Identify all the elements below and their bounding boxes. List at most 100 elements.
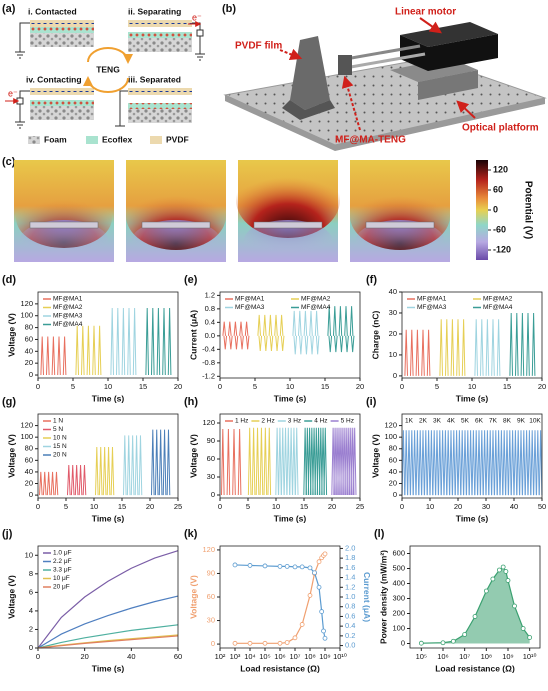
potential-maps bbox=[14, 160, 450, 262]
charges bbox=[128, 20, 192, 27]
pulse bbox=[305, 427, 310, 496]
x-tick-label: 20 bbox=[146, 502, 154, 511]
pulse bbox=[130, 435, 135, 496]
x-axis-label: Time (s) bbox=[92, 393, 125, 403]
plot-frame bbox=[219, 291, 361, 379]
pulse bbox=[491, 319, 495, 376]
legend-label: 5 N bbox=[53, 426, 63, 433]
pulse bbox=[445, 319, 449, 376]
y-tick-label: 20 bbox=[389, 329, 397, 338]
legend-label: 1 N bbox=[53, 418, 63, 425]
pulse bbox=[349, 306, 354, 336]
pulse bbox=[110, 447, 115, 496]
legend-label: 15 N bbox=[53, 443, 67, 450]
pulse bbox=[151, 429, 155, 496]
pulse bbox=[460, 430, 464, 496]
device bbox=[115, 88, 192, 127]
pulse bbox=[538, 430, 543, 496]
pulse bbox=[312, 427, 316, 496]
x-tick-label: 15 bbox=[321, 382, 329, 391]
pulse bbox=[82, 464, 87, 496]
pulse bbox=[167, 308, 172, 376]
pulse bbox=[415, 430, 420, 496]
pulse bbox=[222, 321, 226, 336]
y-tick-label: 10 bbox=[25, 550, 33, 559]
y-tick-label: 0 bbox=[393, 490, 397, 499]
pulse bbox=[480, 430, 484, 496]
pulse bbox=[496, 319, 501, 376]
pulse bbox=[438, 430, 442, 496]
x-tick-label: 15 bbox=[503, 382, 511, 391]
pulse bbox=[494, 430, 498, 496]
pulse bbox=[51, 336, 56, 376]
pulse bbox=[106, 447, 111, 496]
x-tick-label: 20 bbox=[454, 502, 462, 511]
marker bbox=[292, 635, 298, 641]
platform-edge bbox=[225, 95, 545, 151]
pulse bbox=[127, 308, 131, 376]
pulse bbox=[278, 427, 282, 496]
pulse bbox=[474, 319, 478, 376]
marker bbox=[483, 588, 489, 594]
pulse bbox=[505, 430, 509, 496]
y-tick-label: 20 bbox=[25, 358, 33, 367]
y-tick-label: 120 bbox=[384, 421, 397, 430]
panel-label: (h) bbox=[184, 396, 198, 408]
pulse bbox=[86, 325, 91, 376]
pulse bbox=[46, 471, 51, 496]
y-tick-label: 0 bbox=[393, 371, 397, 380]
x-tick-label: 10⁷ bbox=[289, 652, 300, 661]
pulse bbox=[57, 336, 61, 376]
pulse bbox=[275, 427, 279, 496]
pulse bbox=[221, 428, 225, 496]
rail bbox=[339, 44, 421, 62]
pulse bbox=[138, 435, 143, 496]
pulse bbox=[46, 336, 50, 376]
pulse bbox=[292, 310, 296, 336]
legend-label: Foam bbox=[44, 134, 67, 144]
x-tick-label: 10⁸ bbox=[481, 652, 493, 661]
pulse bbox=[92, 325, 96, 376]
y-tick-label: 10 bbox=[389, 350, 397, 359]
y-axis-label: Charge (nC) bbox=[370, 311, 380, 360]
y2-tick-label: 1.4 bbox=[345, 573, 355, 582]
legend-label: MF@MA3 bbox=[53, 313, 83, 320]
x-tick-label: 20 bbox=[174, 382, 182, 391]
state-label: ii. Separating bbox=[128, 6, 181, 16]
state-label: i. Contacted bbox=[28, 6, 77, 16]
x-tick-label: 10⁹ bbox=[319, 652, 331, 661]
y-tick-label: -1.2 bbox=[202, 371, 215, 380]
device bbox=[141, 221, 211, 229]
cycle-arrow bbox=[87, 47, 133, 64]
pulse bbox=[154, 429, 159, 496]
pulse bbox=[292, 427, 296, 496]
plot-frame bbox=[401, 413, 543, 499]
pulse bbox=[345, 335, 349, 353]
pulse bbox=[502, 430, 506, 496]
y-tick-label: 40 bbox=[389, 467, 397, 476]
state-label: iii. Separated bbox=[128, 74, 181, 84]
y-tick-label: 6 bbox=[29, 587, 33, 596]
marker bbox=[462, 632, 468, 637]
x-tick-label: 0 bbox=[218, 502, 222, 511]
x-tick-label: 20 bbox=[538, 382, 546, 391]
pulse bbox=[314, 310, 319, 336]
pulse bbox=[239, 321, 243, 336]
pulse bbox=[162, 429, 167, 496]
pulse bbox=[309, 310, 313, 336]
film-holder bbox=[282, 100, 335, 120]
y-tick-label: 100 bbox=[20, 311, 33, 320]
foam bbox=[128, 109, 192, 123]
annotation: 9K bbox=[517, 418, 526, 425]
marker bbox=[299, 622, 305, 627]
plot-frame bbox=[37, 545, 179, 649]
pulse bbox=[344, 306, 348, 336]
pulse bbox=[293, 335, 298, 355]
pulse bbox=[232, 428, 236, 496]
y-tick-label: 30 bbox=[389, 308, 397, 317]
pulse bbox=[40, 336, 44, 376]
pulse bbox=[134, 435, 139, 496]
pulse bbox=[162, 308, 166, 376]
pulse bbox=[404, 430, 408, 496]
electron: e⁻ bbox=[192, 12, 202, 22]
